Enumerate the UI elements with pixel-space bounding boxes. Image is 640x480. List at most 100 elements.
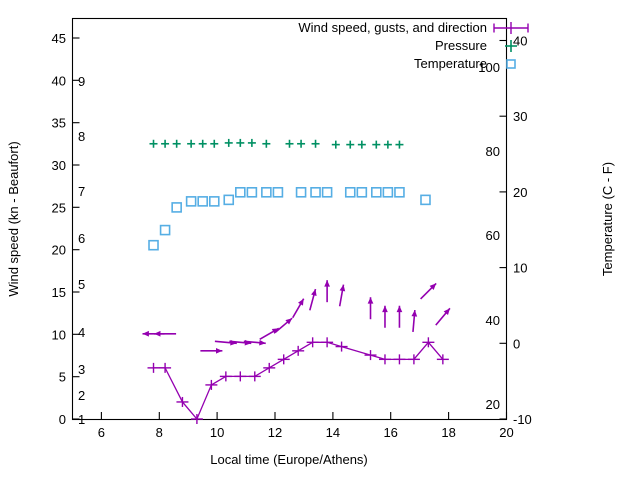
beaufort-label-1: 1 — [78, 412, 85, 427]
legend-label-temperature: Temperature — [414, 56, 487, 71]
plot-frame — [71, 17, 508, 421]
wind-direction-arrow — [396, 305, 403, 328]
x-tick-20: 20 — [499, 425, 513, 440]
series-temperature — [148, 187, 431, 251]
wind-direction-arrow — [411, 309, 418, 333]
x-tick-12: 12 — [268, 425, 282, 440]
wind-direction-arrow — [200, 347, 223, 354]
wind-direction-arrow — [243, 339, 266, 346]
wind-speed-marker — [321, 337, 334, 348]
pressure-marker — [285, 139, 294, 148]
wind-direction-arrow — [435, 307, 451, 326]
series-wind-direction — [142, 280, 451, 354]
pressure-marker — [210, 139, 219, 148]
wind-speed-marker — [306, 337, 319, 348]
pressure-marker — [297, 139, 306, 148]
pressure-marker — [346, 140, 355, 149]
wind-direction-arrow — [367, 297, 374, 320]
temperature-marker — [344, 187, 356, 198]
wind-speed-marker — [205, 379, 218, 390]
x-tick-10: 10 — [210, 425, 224, 440]
y-right-tick-m10: -10 — [513, 412, 532, 427]
pressure-marker — [311, 139, 320, 148]
x-tick-6: 6 — [98, 425, 105, 440]
fahrenheit-label-80: 80 — [486, 144, 500, 159]
pressure-marker — [224, 138, 233, 147]
wind-direction-arrow — [259, 327, 280, 340]
y-left-tick-20: 20 — [52, 243, 66, 258]
wind-speed-marker — [335, 341, 348, 352]
y-left-tick-45: 45 — [52, 31, 66, 46]
fahrenheit-scale-labels: 20 40 60 80 100 — [478, 60, 500, 412]
y-right-tick-0: 0 — [513, 336, 520, 351]
wind-direction-arrow — [338, 284, 346, 307]
y-right-tick-10: 10 — [513, 261, 527, 276]
wind-speed-marker — [263, 362, 276, 373]
beaufort-scale-labels: 1 2 3 4 5 6 7 8 9 — [78, 74, 85, 427]
wind-direction-arrow — [154, 330, 177, 337]
plot-data-layer — [142, 138, 451, 424]
wind-speed-marker — [292, 345, 305, 356]
y-right-tick-20: 20 — [513, 185, 527, 200]
x-axis-title: Local time (Europe/Athens) — [210, 452, 368, 467]
beaufort-label-7: 7 — [78, 184, 85, 199]
temperature-marker — [370, 187, 382, 198]
wind-speed-marker — [159, 362, 172, 373]
fahrenheit-label-20: 20 — [486, 397, 500, 412]
legend: Wind speed, gusts, and direction Pressur… — [298, 20, 529, 71]
y-axis-right-ticks: -10 0 10 20 30 40 — [499, 34, 532, 427]
wind-speed-marker — [176, 396, 189, 407]
legend-marker-wind — [493, 22, 529, 34]
legend-marker-temperature — [506, 59, 516, 69]
temperature-marker — [185, 196, 197, 207]
temperature-marker — [159, 224, 171, 236]
x-tick-8: 8 — [156, 425, 163, 440]
legend-marker-pressure — [505, 40, 517, 52]
legend-label-wind: Wind speed, gusts, and direction — [298, 20, 487, 35]
pressure-marker — [187, 139, 196, 148]
pressure-marker — [247, 138, 256, 147]
pressure-marker — [372, 140, 381, 149]
beaufort-label-5: 5 — [78, 277, 85, 292]
wind-direction-arrow — [309, 288, 317, 311]
fahrenheit-label-40: 40 — [486, 313, 500, 328]
wind-direction-arrow — [274, 317, 293, 333]
pressure-marker — [383, 140, 392, 149]
wind-speed-marker — [219, 371, 232, 382]
wind-speed-marker — [393, 354, 406, 365]
temperature-marker — [272, 187, 284, 198]
y-left-tick-25: 25 — [52, 200, 66, 215]
beaufort-label-9: 9 — [78, 74, 85, 89]
pressure-marker — [262, 139, 271, 148]
wind-speed-marker — [234, 371, 247, 382]
wind-direction-arrow — [291, 298, 305, 319]
temperature-marker — [382, 187, 394, 198]
wind-direction-arrow — [324, 280, 330, 303]
x-axis-ticks: 6 8 10 12 14 16 18 20 — [98, 412, 514, 440]
beaufort-label-6: 6 — [78, 231, 85, 246]
pressure-marker — [149, 139, 158, 148]
temperature-marker — [148, 239, 159, 251]
x-tick-16: 16 — [383, 425, 397, 440]
y-left-tick-5: 5 — [59, 370, 66, 385]
beaufort-label-3: 3 — [78, 362, 85, 377]
y-axis-left-ticks: 0 5 10 15 20 25 30 35 40 45 — [52, 31, 80, 427]
pressure-marker — [395, 140, 404, 149]
temperature-marker — [356, 187, 368, 198]
x-tick-18: 18 — [441, 425, 455, 440]
temperature-marker — [197, 196, 208, 207]
y-left-tick-40: 40 — [52, 73, 66, 88]
temperature-marker — [310, 187, 321, 198]
y-axis-left-title: Wind speed (kn - Beaufort) — [6, 141, 21, 296]
temperature-marker — [261, 187, 272, 198]
temperature-marker — [208, 196, 220, 207]
y-axis-right-title: Temperature (C - F) — [600, 162, 615, 276]
series-pressure — [149, 138, 404, 149]
series-wind-speed — [147, 337, 449, 424]
legend-label-pressure: Pressure — [435, 38, 487, 53]
fahrenheit-label-60: 60 — [486, 228, 500, 243]
pressure-marker — [172, 139, 181, 148]
